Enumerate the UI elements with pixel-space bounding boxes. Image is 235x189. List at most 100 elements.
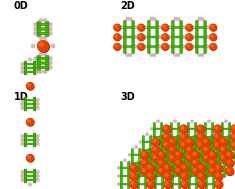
- FancyBboxPatch shape: [154, 175, 164, 177]
- Circle shape: [202, 128, 204, 130]
- FancyBboxPatch shape: [128, 162, 130, 189]
- Circle shape: [39, 19, 42, 22]
- FancyBboxPatch shape: [187, 123, 189, 151]
- Circle shape: [169, 141, 171, 143]
- Circle shape: [202, 144, 204, 146]
- Circle shape: [182, 165, 185, 168]
- Circle shape: [159, 26, 161, 29]
- FancyBboxPatch shape: [120, 167, 129, 169]
- Circle shape: [187, 35, 189, 37]
- FancyBboxPatch shape: [24, 61, 27, 75]
- FancyBboxPatch shape: [180, 21, 182, 53]
- Circle shape: [231, 142, 235, 149]
- Circle shape: [152, 138, 159, 146]
- Circle shape: [186, 34, 193, 41]
- Circle shape: [36, 107, 39, 109]
- Circle shape: [124, 159, 126, 161]
- Circle shape: [141, 159, 148, 167]
- FancyBboxPatch shape: [131, 154, 141, 156]
- FancyBboxPatch shape: [179, 162, 181, 189]
- FancyBboxPatch shape: [33, 133, 36, 147]
- Circle shape: [164, 181, 172, 188]
- Circle shape: [199, 182, 202, 184]
- Circle shape: [215, 172, 222, 180]
- Circle shape: [193, 36, 195, 38]
- Circle shape: [198, 18, 201, 20]
- FancyBboxPatch shape: [205, 175, 215, 177]
- Circle shape: [165, 165, 168, 168]
- FancyBboxPatch shape: [204, 144, 214, 146]
- FancyBboxPatch shape: [142, 136, 144, 164]
- Circle shape: [170, 139, 173, 142]
- Circle shape: [215, 183, 217, 185]
- Circle shape: [121, 45, 123, 48]
- FancyBboxPatch shape: [188, 167, 198, 169]
- Circle shape: [209, 154, 212, 156]
- FancyBboxPatch shape: [24, 67, 35, 69]
- Circle shape: [153, 139, 156, 142]
- Circle shape: [29, 183, 31, 186]
- Circle shape: [180, 134, 188, 141]
- FancyBboxPatch shape: [139, 149, 141, 177]
- Circle shape: [114, 44, 121, 50]
- Circle shape: [118, 175, 120, 177]
- Circle shape: [191, 149, 193, 151]
- Circle shape: [186, 157, 188, 159]
- FancyBboxPatch shape: [142, 157, 152, 159]
- Circle shape: [141, 159, 143, 161]
- FancyBboxPatch shape: [172, 46, 182, 47]
- FancyBboxPatch shape: [199, 149, 201, 177]
- Circle shape: [169, 178, 171, 180]
- FancyBboxPatch shape: [37, 66, 49, 69]
- Circle shape: [142, 169, 145, 171]
- Circle shape: [214, 141, 221, 149]
- Circle shape: [219, 128, 221, 130]
- Circle shape: [220, 138, 227, 146]
- Circle shape: [140, 157, 142, 159]
- FancyBboxPatch shape: [205, 162, 207, 189]
- Circle shape: [191, 157, 193, 159]
- Circle shape: [209, 160, 217, 167]
- Circle shape: [177, 54, 180, 56]
- Circle shape: [227, 152, 230, 155]
- Circle shape: [126, 54, 129, 56]
- Circle shape: [220, 147, 228, 154]
- Text: 3D: 3D: [120, 92, 135, 102]
- Circle shape: [210, 160, 213, 163]
- Circle shape: [36, 63, 39, 65]
- FancyBboxPatch shape: [165, 154, 175, 156]
- Circle shape: [180, 125, 187, 133]
- Circle shape: [135, 45, 137, 48]
- Circle shape: [208, 152, 210, 154]
- FancyBboxPatch shape: [154, 167, 164, 169]
- Circle shape: [141, 167, 148, 175]
- Circle shape: [221, 139, 224, 142]
- FancyBboxPatch shape: [204, 123, 206, 151]
- Circle shape: [139, 25, 141, 28]
- Circle shape: [129, 162, 131, 164]
- Circle shape: [157, 141, 159, 143]
- Circle shape: [197, 142, 205, 149]
- FancyBboxPatch shape: [216, 170, 226, 172]
- Circle shape: [214, 142, 222, 149]
- Circle shape: [182, 182, 185, 184]
- FancyBboxPatch shape: [218, 136, 220, 164]
- Circle shape: [210, 34, 217, 41]
- FancyBboxPatch shape: [210, 136, 212, 164]
- Circle shape: [204, 147, 207, 150]
- Circle shape: [121, 26, 123, 29]
- Circle shape: [146, 133, 148, 135]
- Circle shape: [197, 125, 204, 133]
- FancyBboxPatch shape: [182, 154, 192, 156]
- Circle shape: [174, 149, 176, 151]
- Circle shape: [159, 169, 162, 171]
- Circle shape: [27, 119, 34, 126]
- Circle shape: [138, 25, 145, 31]
- Circle shape: [214, 134, 222, 141]
- Circle shape: [192, 160, 200, 167]
- Circle shape: [210, 44, 217, 50]
- Circle shape: [163, 154, 165, 156]
- Circle shape: [163, 128, 165, 130]
- Circle shape: [204, 139, 207, 142]
- Circle shape: [138, 24, 144, 31]
